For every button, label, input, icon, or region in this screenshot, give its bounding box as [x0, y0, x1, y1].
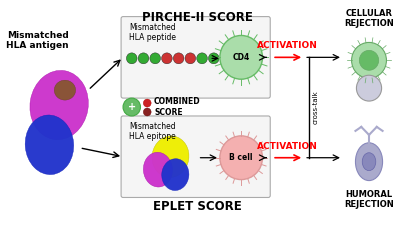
Circle shape [162, 53, 172, 64]
Text: CD4: CD4 [232, 53, 250, 62]
Ellipse shape [152, 136, 189, 178]
Text: B cell: B cell [230, 153, 253, 162]
Text: ACTIVATION: ACTIVATION [257, 142, 318, 151]
Text: +: + [128, 102, 136, 112]
Ellipse shape [356, 143, 382, 181]
Ellipse shape [162, 159, 189, 191]
Circle shape [138, 53, 149, 64]
FancyBboxPatch shape [121, 116, 270, 198]
Text: cross-talk: cross-talk [313, 90, 319, 124]
Circle shape [220, 36, 262, 79]
FancyBboxPatch shape [121, 17, 270, 98]
Circle shape [126, 53, 137, 64]
Ellipse shape [30, 70, 88, 140]
Text: EPLET SCORE: EPLET SCORE [153, 200, 242, 214]
Text: COMBINED
SCORE: COMBINED SCORE [154, 97, 201, 117]
Circle shape [244, 53, 254, 64]
Circle shape [232, 53, 242, 64]
Text: ACTIVATION: ACTIVATION [257, 41, 318, 50]
Circle shape [143, 99, 151, 107]
Circle shape [208, 53, 219, 64]
Circle shape [185, 53, 196, 64]
Text: CELLULAR
REJECTION: CELLULAR REJECTION [344, 9, 394, 28]
Circle shape [359, 50, 379, 70]
Text: PIRCHE-II SCORE: PIRCHE-II SCORE [142, 11, 253, 24]
Circle shape [356, 75, 382, 101]
Circle shape [173, 53, 184, 64]
Circle shape [143, 108, 151, 116]
Circle shape [352, 43, 386, 78]
Circle shape [123, 98, 140, 116]
Circle shape [220, 136, 262, 180]
Ellipse shape [25, 115, 74, 175]
Circle shape [197, 53, 207, 64]
Text: HUMORAL
REJECTION: HUMORAL REJECTION [344, 190, 394, 209]
Text: Mismatched
HLA epitope: Mismatched HLA epitope [129, 122, 176, 141]
Ellipse shape [362, 153, 376, 171]
Circle shape [220, 53, 231, 64]
Ellipse shape [143, 152, 172, 187]
Ellipse shape [54, 80, 76, 100]
Text: Mismatched
HLA peptide: Mismatched HLA peptide [129, 22, 176, 42]
Circle shape [150, 53, 160, 64]
Text: Mismatched
HLA antigen: Mismatched HLA antigen [6, 31, 69, 50]
